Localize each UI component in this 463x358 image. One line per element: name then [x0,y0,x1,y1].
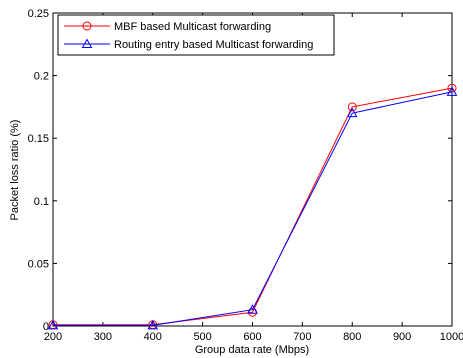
x-tick-label-1000: 1000 [440,331,463,343]
data-point-1-200 [47,319,59,330]
legend: MBF based Multicast forwarding Routing e… [57,14,335,56]
plot-frame [52,12,453,327]
y-axis-label: Packet loss ratio (%) [9,120,21,221]
x-tick-label-200: 200 [44,331,62,343]
y-tick-label-1: 0.05 [28,258,49,270]
legend-marker-mbf [82,21,92,31]
y-tick-label-5: 0.25 [28,8,49,20]
axis-ticks [52,12,453,327]
data-point-1-800 [346,107,358,118]
legend-label-routing: Routing entry based Multicast forwarding [114,39,313,51]
x-axis-label: Group data rate (Mbps) [195,344,309,356]
data-point-0-800 [347,102,357,112]
x-tick-label-400: 400 [144,331,162,343]
data-point-1-600 [247,304,258,314]
y-tick-label-0: 0 [43,321,49,333]
legend-marker-routing [81,38,93,48]
x-tick-label-500: 500 [193,331,211,343]
x-tick-label-600: 600 [243,331,261,343]
y-tick-label-3: 0.15 [28,133,49,145]
x-tick-labels: 200 300 400 500 600 700 800 900 1000 [44,331,463,343]
x-tick-label-700: 700 [293,331,311,343]
series-layer [47,83,458,330]
y-tick-labels: 0 0.05 0.1 0.15 0.2 0.25 [28,8,49,333]
x-tick-label-800: 800 [343,331,361,343]
x-tick-label-300: 300 [94,331,112,343]
series-line-0 [53,87,453,326]
y-tick-label-4: 0.2 [34,71,49,83]
legend-box [57,14,335,56]
series-line-1 [53,91,453,326]
data-point-1-400 [147,319,159,330]
legend-label-mbf: MBF based Multicast forwarding [114,21,271,33]
x-tick-label-900: 900 [393,331,411,343]
y-tick-label-2: 0.1 [34,196,49,208]
data-point-1-1000 [446,86,458,96]
